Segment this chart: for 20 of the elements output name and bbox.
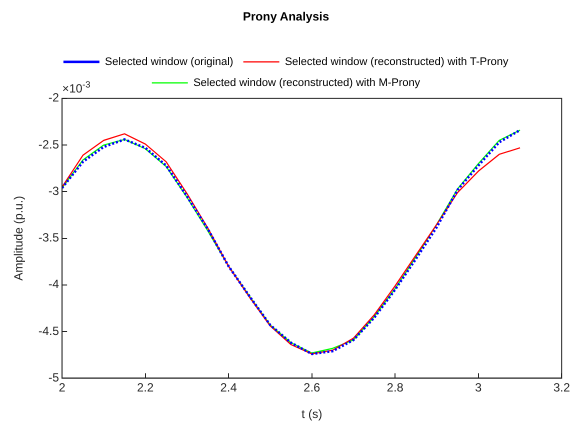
y-tick-label: -3.5 xyxy=(38,230,60,245)
legend-label: Selected window (original) xyxy=(104,56,234,68)
x-tick-label: 3 xyxy=(475,380,482,395)
y-axis-title: Amplitude (p.u.) xyxy=(12,196,26,281)
y-tick-label: -2.5 xyxy=(38,137,60,152)
chart-title: Prony Analysis xyxy=(242,10,330,24)
x-tick-label: 2.8 xyxy=(386,380,404,395)
legend-label: Selected window (reconstructed) with T-Prony xyxy=(284,56,509,68)
x-tick-label: 2.4 xyxy=(220,380,238,395)
legend-label: Selected window (reconstructed) with M-Prony xyxy=(193,76,421,89)
y-tick-label: -4.5 xyxy=(38,324,60,338)
x-axis-title: t (s) xyxy=(302,407,322,422)
y-tick-label: -4 xyxy=(48,277,60,292)
x-tick-label: 2 xyxy=(58,380,66,395)
y-tick-label: -3 xyxy=(48,184,60,198)
x-tick-label: 3.2 xyxy=(553,380,570,395)
y-tick-label: -2 xyxy=(48,90,60,105)
x-tick-label: 2.2 xyxy=(137,380,154,395)
y-tick-label: -5 xyxy=(48,370,60,385)
x-tick-label: 2.6 xyxy=(304,380,321,395)
